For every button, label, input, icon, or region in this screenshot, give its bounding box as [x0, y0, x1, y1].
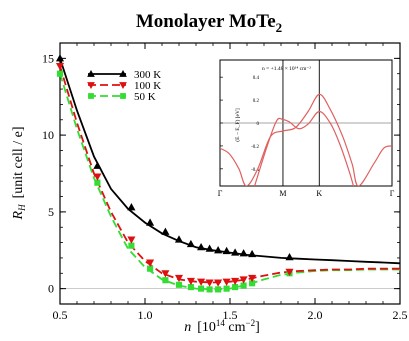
- main-ticks: [59, 42, 401, 304]
- data-point-100-k: [231, 277, 240, 286]
- data-point-100-k: [205, 279, 214, 287]
- inset-y-tick-label: 0: [257, 122, 260, 127]
- inset-title: n = +1.48 × 10¹⁴ cm⁻²: [262, 66, 311, 72]
- series-line-100-k: [59, 65, 400, 284]
- inset-band-0: [220, 93, 392, 186]
- data-point-100-k: [285, 268, 294, 276]
- inset-y-tick-label: -0.2: [251, 145, 259, 150]
- data-point-100-k: [239, 276, 248, 284]
- inset-y-tick-label: -0.4: [251, 168, 259, 173]
- main-markers: [55, 54, 294, 293]
- inset-bands: [220, 93, 392, 186]
- data-point-300-k: [285, 252, 294, 261]
- y-axis-label: RH[unit cell / e]: [11, 127, 27, 221]
- y-tick-label: 0: [48, 282, 54, 296]
- x-axis-label: n [1014 cm−2]: [184, 318, 260, 335]
- data-point-300-k: [127, 203, 136, 211]
- x-tick-label: 2.0: [308, 308, 323, 322]
- data-point-50-k: [162, 277, 169, 284]
- data-point-50-k: [56, 70, 64, 77]
- chart-title: Monolayer MoTe2: [136, 11, 282, 35]
- data-point-100-k: [161, 270, 170, 278]
- series-line-300-k: [59, 58, 401, 265]
- data-point-50-k: [215, 286, 222, 293]
- inset-tick-labels: Γ M K Γ -0.4 -0.2 0 0.2 0.4: [218, 76, 395, 198]
- inset-band-structure: n = +1.48 × 10¹⁴ cm⁻² (E − E_F) [eV] Γ M K…: [218, 59, 395, 198]
- x-tick-label: 1.0: [138, 308, 153, 322]
- inset-y-label: (E − E_F) [eV]: [234, 108, 241, 142]
- data-point-300-k: [214, 246, 223, 254]
- data-point-50-k: [147, 265, 154, 272]
- main-tick-labels: 0.5 1.0 1.5 2.0 2.5 0 5 10 15: [42, 51, 408, 322]
- data-point-300-k: [231, 248, 240, 256]
- series-line-50-k: [59, 73, 400, 291]
- data-point-300-k: [239, 249, 248, 257]
- data-point-100-k: [55, 62, 65, 71]
- data-point-100-k: [222, 278, 231, 286]
- data-point-100-k: [197, 278, 206, 286]
- data-point-300-k: [205, 244, 214, 252]
- y-tick-label: 10: [42, 128, 54, 142]
- data-point-300-k: [197, 242, 206, 251]
- data-point-100-k: [127, 236, 136, 244]
- inset-y-tick-label: 0.2: [253, 99, 260, 104]
- inset-x-tick-label: M: [279, 189, 286, 198]
- data-point-50-k: [94, 179, 101, 186]
- data-point-50-k: [206, 286, 213, 293]
- legend-label: 300 K: [134, 69, 161, 81]
- x-tick-label: 1.5: [223, 308, 238, 322]
- data-point-100-k: [174, 274, 184, 283]
- legend-marker: [119, 69, 127, 77]
- inset-band-1: [254, 110, 355, 186]
- data-point-300-k: [222, 246, 231, 255]
- data-point-50-k: [223, 285, 230, 292]
- x-tick-label: 2.5: [393, 308, 408, 322]
- data-point-50-k: [175, 281, 183, 288]
- data-point-50-k: [128, 242, 135, 249]
- data-point-300-k: [93, 161, 102, 169]
- data-point-100-k: [214, 279, 223, 287]
- inset-y-tick-label: 0.4: [253, 76, 260, 81]
- legend-marker: [87, 82, 95, 90]
- data-point-50-k: [240, 282, 247, 289]
- legend-marker: [87, 69, 95, 77]
- data-point-300-k: [161, 227, 170, 235]
- data-point-100-k: [248, 274, 257, 283]
- data-point-300-k: [186, 239, 195, 248]
- inset-x-tick-label: Γ: [390, 189, 395, 198]
- legend-marker: [120, 93, 126, 99]
- data-point-300-k: [248, 249, 257, 258]
- main-series: [59, 58, 401, 291]
- data-point-50-k: [187, 284, 194, 291]
- data-point-100-k: [93, 173, 102, 181]
- data-point-300-k: [174, 235, 184, 243]
- data-point-300-k: [55, 54, 65, 62]
- inset-grid: [220, 60, 392, 186]
- legend-marker: [119, 82, 127, 90]
- data-point-300-k: [146, 218, 155, 226]
- x-tick-label: 0.5: [53, 308, 68, 322]
- inset-x-tick-label: Γ: [218, 189, 223, 198]
- data-point-100-k: [146, 259, 155, 267]
- data-point-100-k: [186, 277, 195, 286]
- data-point-50-k: [198, 285, 205, 292]
- legend-marker: [88, 93, 94, 99]
- y-tick-label: 15: [42, 51, 54, 65]
- data-point-50-k: [232, 284, 239, 291]
- legend-label: 100 K: [134, 80, 161, 92]
- y-tick-label: 5: [48, 205, 54, 219]
- legend-label: 50 K: [134, 91, 156, 103]
- inset-x-tick-label: K: [316, 189, 322, 198]
